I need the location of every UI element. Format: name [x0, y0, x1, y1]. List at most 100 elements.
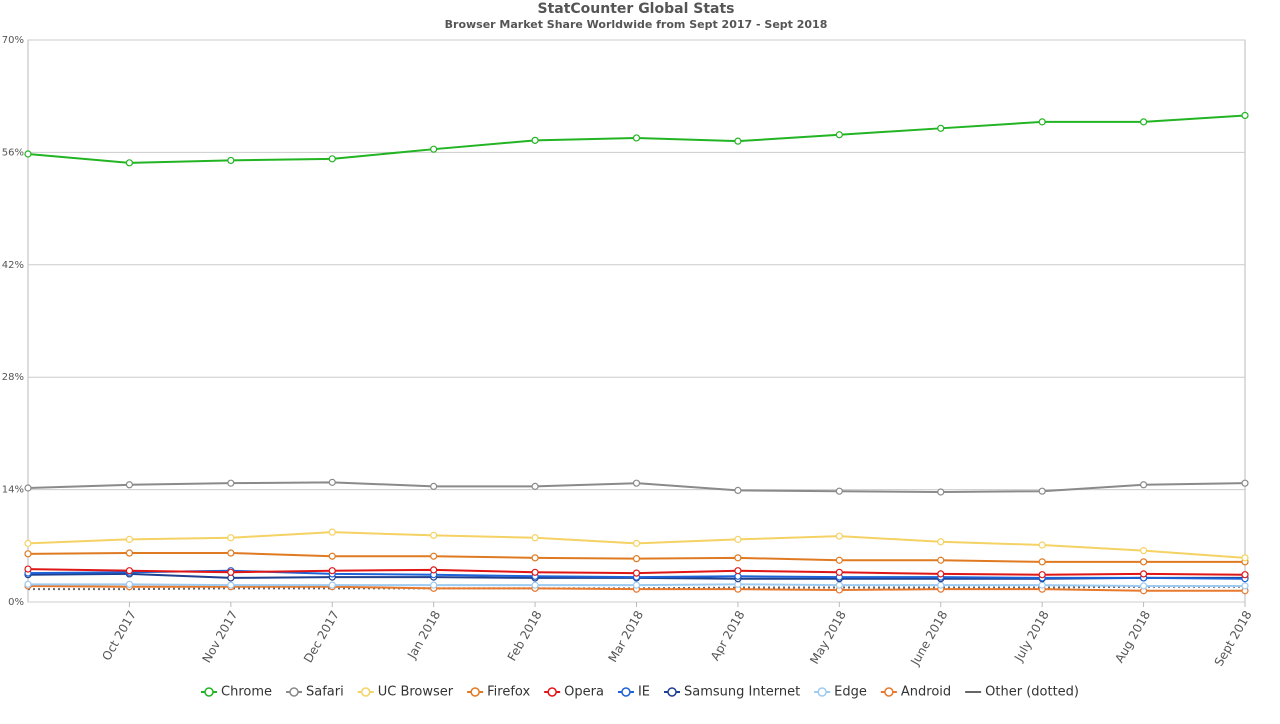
data-point: [734, 535, 742, 543]
y-tick-label: 0%: [8, 597, 24, 608]
legend-marker: [667, 687, 677, 697]
data-point: [430, 482, 438, 490]
legend-item[interactable]: UC Browser: [357, 685, 454, 700]
data-point: [632, 569, 641, 577]
y-tick-label: 70%: [2, 35, 24, 46]
data-point: [1241, 479, 1249, 487]
data-point: [937, 488, 945, 496]
data-point: [734, 486, 742, 495]
data-point: [1038, 571, 1046, 579]
data-point: [24, 550, 32, 558]
data-point: [632, 555, 641, 563]
x-tick-label: Aug 2018: [1112, 608, 1153, 665]
data-point: [1038, 558, 1046, 566]
legend-item[interactable]: Firefox: [467, 685, 530, 700]
legend-item[interactable]: Opera: [544, 685, 604, 700]
data-point: [531, 568, 539, 576]
data-point: [632, 581, 641, 589]
data-point: [835, 556, 843, 564]
y-tick-label: 56%: [2, 147, 24, 158]
legend-label: Firefox: [487, 685, 530, 700]
legend-item[interactable]: Edge: [814, 685, 867, 700]
data-point: [632, 539, 641, 547]
data-point: [835, 581, 843, 589]
x-tick-label: July 2018: [1011, 608, 1052, 664]
data-point: [227, 479, 235, 487]
legend-item[interactable]: Android: [880, 685, 951, 700]
legend-item[interactable]: Chrome: [201, 685, 272, 700]
data-point: [430, 145, 438, 153]
data-point: [632, 479, 641, 487]
x-tick-label: Sept 2018: [1212, 608, 1255, 668]
legend-item[interactable]: Samsung Internet: [664, 685, 800, 700]
data-point: [1241, 582, 1249, 590]
x-tick-label: Nov 2017: [199, 608, 240, 665]
data-point: [1139, 570, 1148, 578]
data-point: [328, 528, 336, 536]
legend-label: Opera: [564, 685, 604, 700]
data-point: [531, 581, 539, 589]
data-point: [1241, 111, 1249, 120]
data-point: [531, 554, 539, 562]
data-point: [1241, 571, 1249, 579]
data-point: [125, 535, 134, 543]
legend-marker: [289, 687, 299, 697]
legend-label: UC Browser: [378, 685, 454, 700]
data-point: [1139, 481, 1148, 489]
data-point: [227, 581, 235, 589]
data-point: [430, 566, 438, 574]
data-point: [125, 159, 134, 167]
data-point: [227, 568, 235, 576]
legend-marker: [547, 687, 557, 697]
legend-label: Safari: [306, 685, 344, 700]
legend-label: Other (dotted): [985, 685, 1079, 700]
y-tick-label: 28%: [2, 372, 24, 383]
data-point: [125, 549, 134, 557]
data-point: [430, 581, 438, 589]
data-point: [835, 568, 843, 576]
legend-label: Samsung Internet: [684, 685, 800, 700]
data-point: [430, 552, 438, 560]
legend-label: Edge: [834, 685, 867, 700]
data-point: [24, 580, 32, 588]
data-point: [835, 131, 843, 139]
data-point: [328, 567, 336, 575]
legend-item[interactable]: IE: [617, 685, 650, 700]
x-tick-label: Dec 2017: [301, 608, 342, 665]
data-point: [24, 484, 32, 492]
data-point: [734, 567, 742, 575]
data-point: [328, 552, 336, 560]
data-point: [937, 556, 945, 564]
data-point: [835, 532, 843, 540]
data-point: [734, 554, 742, 562]
data-point: [531, 136, 539, 144]
legend-item[interactable]: Other (dotted): [965, 685, 1079, 700]
data-point: [430, 531, 438, 539]
data-point: [1139, 582, 1148, 590]
legend-item[interactable]: Safari: [286, 685, 344, 700]
data-point: [531, 534, 539, 542]
data-point: [125, 580, 134, 588]
data-point: [227, 534, 235, 542]
data-point: [1139, 558, 1148, 566]
x-tick-label: May 2018: [807, 608, 849, 666]
data-point: [1241, 554, 1249, 562]
data-point: [937, 538, 945, 546]
data-point: [24, 565, 32, 573]
data-point: [1038, 118, 1046, 126]
legend: Chrome Safari UC Browser Firefox Opera IE Sams…: [201, 685, 1079, 700]
chart-subtitle: Browser Market Share Worldwide from Sept…: [445, 18, 828, 31]
data-point: [227, 156, 235, 165]
data-point: [1038, 581, 1046, 589]
x-tick-label: Jan 2018: [404, 608, 443, 662]
legend-marker: [621, 687, 631, 697]
data-point: [227, 549, 235, 557]
data-point: [835, 487, 843, 495]
legend-label: Android: [901, 685, 951, 700]
legend-label: IE: [638, 685, 650, 700]
data-point: [937, 124, 945, 132]
x-tick-label: Oct 2017: [99, 608, 139, 663]
data-point: [24, 150, 32, 158]
legend-label: Chrome: [221, 685, 272, 700]
